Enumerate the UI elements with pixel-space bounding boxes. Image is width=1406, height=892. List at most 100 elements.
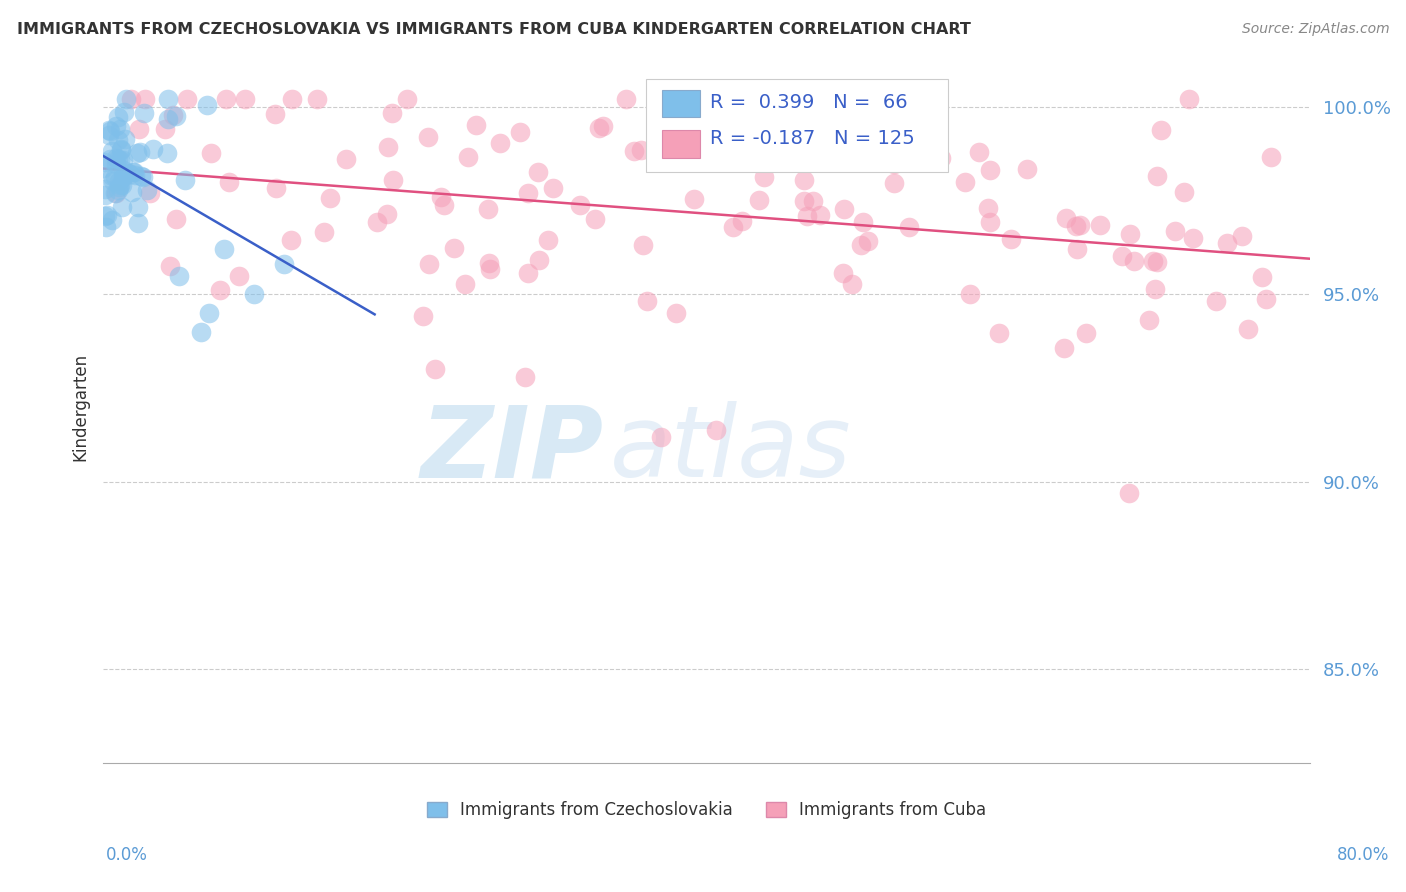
Point [377,140,399,154]
Point [108,153,131,168]
Point [665,306,688,320]
Point [515,370,537,384]
Point [883,157,905,171]
Point [479,261,502,276]
Point [176,92,198,106]
Point [167,268,190,283]
Point [897,220,920,235]
Point [516,186,538,200]
Point [190,325,212,339]
Point [120,92,142,106]
Point [775,92,797,106]
Point [366,215,388,229]
Point [380,106,402,120]
Point [852,215,875,229]
Point [1173,186,1195,200]
Point [128,145,150,159]
Point [111,178,134,192]
Point [197,306,219,320]
Point [568,198,591,212]
Point [752,169,775,184]
Legend: Immigrants from Czechoslovakia, Immigrants from Cuba: Immigrants from Czechoslovakia, Immigran… [420,795,993,826]
Point [159,260,181,274]
Point [111,200,134,214]
Point [112,153,135,168]
Point [127,216,149,230]
Point [808,208,831,222]
Text: IMMIGRANTS FROM CZECHOSLOVAKIA VS IMMIGRANTS FROM CUBA KINDERGARTEN CORRELATION : IMMIGRANTS FROM CZECHOSLOVAKIA VS IMMIGR… [17,22,970,37]
Text: R = -0.187   N = 125: R = -0.187 N = 125 [710,129,915,148]
Point [696,92,718,106]
Point [101,144,124,158]
FancyBboxPatch shape [662,90,700,117]
Point [832,202,855,216]
Point [128,121,150,136]
Point [129,169,152,183]
Point [157,92,180,106]
Point [134,92,156,106]
Point [134,106,156,120]
Point [117,166,139,180]
Point [97,128,120,142]
Point [1119,227,1142,241]
Point [1146,169,1168,184]
Point [112,170,135,185]
Point [432,198,454,212]
Point [841,277,863,291]
Point [280,92,302,106]
Point [412,309,434,323]
Point [107,110,129,124]
Point [127,200,149,214]
Point [107,179,129,194]
Point [793,194,815,209]
Point [107,152,129,166]
FancyBboxPatch shape [662,130,700,158]
Point [114,132,136,146]
Point [335,152,357,166]
Point [423,362,446,376]
Point [208,283,231,297]
Point [101,169,124,183]
Point [793,172,815,186]
Point [478,256,501,270]
Point [1182,231,1205,245]
Point [537,233,560,247]
Point [136,183,159,197]
Point [959,287,981,301]
Point [396,92,419,106]
Point [704,423,727,437]
Point [748,193,770,207]
Point [1237,322,1260,336]
Point [583,212,606,227]
Point [264,181,287,195]
Point [527,165,550,179]
Point [987,326,1010,341]
Point [1163,224,1185,238]
Point [273,257,295,271]
Point [108,178,131,193]
Point [418,130,440,145]
Point [979,215,1001,229]
Point [107,132,129,146]
Point [616,92,638,106]
Point [721,220,744,235]
Point [153,122,176,136]
Point [141,142,163,156]
Point [110,122,132,136]
Point [165,211,187,226]
Text: 80.0%: 80.0% [1337,846,1389,863]
Point [418,257,440,271]
Point [243,287,266,301]
Point [650,430,672,444]
Point [1251,269,1274,284]
Point [1216,236,1239,251]
Text: R =  0.399   N =  66: R = 0.399 N = 66 [710,93,908,112]
Point [263,107,285,121]
Point [165,109,187,123]
Point [157,112,180,127]
Point [112,105,135,120]
Point [382,173,405,187]
Point [162,108,184,122]
Point [1146,254,1168,268]
Point [1066,243,1088,257]
